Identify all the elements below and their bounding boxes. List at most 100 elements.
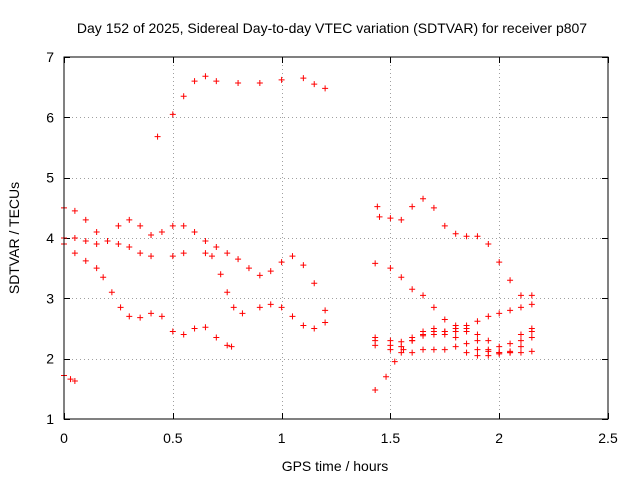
data-point	[485, 241, 492, 248]
data-point	[528, 301, 535, 308]
tick-label-layer: 0 0.5 1 1.5 2 2.5 1 2 3 4 5 6 7	[46, 49, 618, 446]
series-track-8	[372, 325, 535, 394]
series-track-6	[374, 195, 535, 299]
data-point	[409, 349, 416, 356]
data-point	[372, 260, 379, 267]
data-point	[474, 318, 481, 325]
data-point	[224, 289, 231, 296]
data-point	[463, 233, 470, 240]
data-point	[230, 304, 237, 311]
data-point	[409, 337, 416, 344]
data-point	[496, 343, 503, 350]
data-point	[278, 259, 285, 266]
data-point	[82, 257, 89, 264]
data-point	[485, 348, 492, 355]
data-point	[474, 352, 481, 359]
data-point	[430, 304, 437, 311]
y-tick-label: 2	[46, 351, 54, 367]
data-point	[485, 313, 492, 320]
data-point	[441, 222, 448, 229]
data-point	[180, 331, 187, 338]
data-point	[430, 331, 437, 338]
data-point	[507, 349, 514, 356]
data-point	[311, 280, 318, 287]
data-point	[430, 346, 437, 353]
data-point	[452, 328, 459, 335]
x-tick-label: 2	[495, 430, 503, 446]
series-track-11	[372, 325, 535, 357]
data-point	[400, 346, 407, 353]
data-point	[430, 325, 437, 332]
data-point	[387, 265, 394, 272]
data-point	[387, 215, 394, 222]
data-point	[180, 250, 187, 257]
data-point	[517, 337, 524, 344]
y-tick-label: 6	[46, 109, 54, 125]
x-tick-label: 0	[60, 430, 68, 446]
data-point	[169, 111, 176, 118]
data-point	[104, 238, 111, 245]
data-point	[71, 377, 78, 384]
data-point	[409, 203, 416, 210]
data-point	[372, 387, 379, 394]
data-point	[256, 304, 263, 311]
data-point	[311, 81, 318, 88]
data-layer	[61, 73, 535, 394]
data-point	[376, 213, 383, 220]
data-point	[239, 310, 246, 317]
data-point	[191, 325, 198, 332]
data-point	[256, 79, 263, 86]
data-point	[235, 79, 242, 86]
data-point	[115, 241, 122, 248]
data-point	[148, 231, 155, 238]
data-point	[67, 376, 74, 383]
grid-layer	[64, 57, 608, 419]
data-point	[496, 310, 503, 317]
data-point	[137, 250, 144, 257]
data-point	[383, 373, 390, 380]
data-point	[71, 235, 78, 241]
data-point	[517, 292, 524, 299]
data-point	[289, 253, 296, 260]
data-point	[82, 216, 89, 223]
data-point	[158, 313, 165, 320]
data-point	[409, 286, 416, 293]
data-point	[322, 319, 329, 326]
data-point	[300, 262, 307, 269]
data-point	[126, 313, 133, 320]
data-point	[441, 346, 448, 353]
data-point	[71, 207, 78, 214]
data-point	[507, 340, 514, 347]
data-point	[463, 322, 470, 329]
data-point	[82, 238, 89, 245]
data-point	[528, 348, 535, 355]
data-point	[278, 76, 285, 83]
y-tick-label: 1	[46, 411, 54, 427]
x-tick-label: 0.5	[163, 430, 183, 446]
data-point	[398, 274, 405, 281]
data-point	[420, 331, 427, 338]
data-point	[398, 349, 405, 356]
data-point	[267, 301, 274, 308]
data-point	[430, 204, 437, 211]
data-point	[117, 304, 124, 311]
data-point	[235, 256, 242, 263]
data-point	[256, 272, 263, 279]
data-point	[158, 228, 165, 235]
data-point	[202, 238, 209, 245]
data-point	[217, 271, 224, 278]
data-point	[322, 307, 329, 314]
data-point	[191, 78, 198, 85]
data-point	[517, 331, 524, 338]
chart-title: Day 152 of 2025, Sidereal Day-to-day VTE…	[77, 20, 587, 36]
data-point	[169, 222, 176, 229]
data-point	[180, 93, 187, 100]
data-point	[452, 343, 459, 350]
data-point	[474, 337, 481, 344]
data-point	[372, 337, 379, 344]
data-point	[322, 85, 329, 92]
data-point	[507, 277, 514, 284]
data-point	[391, 358, 398, 365]
x-tick-label: 2.5	[598, 430, 618, 446]
